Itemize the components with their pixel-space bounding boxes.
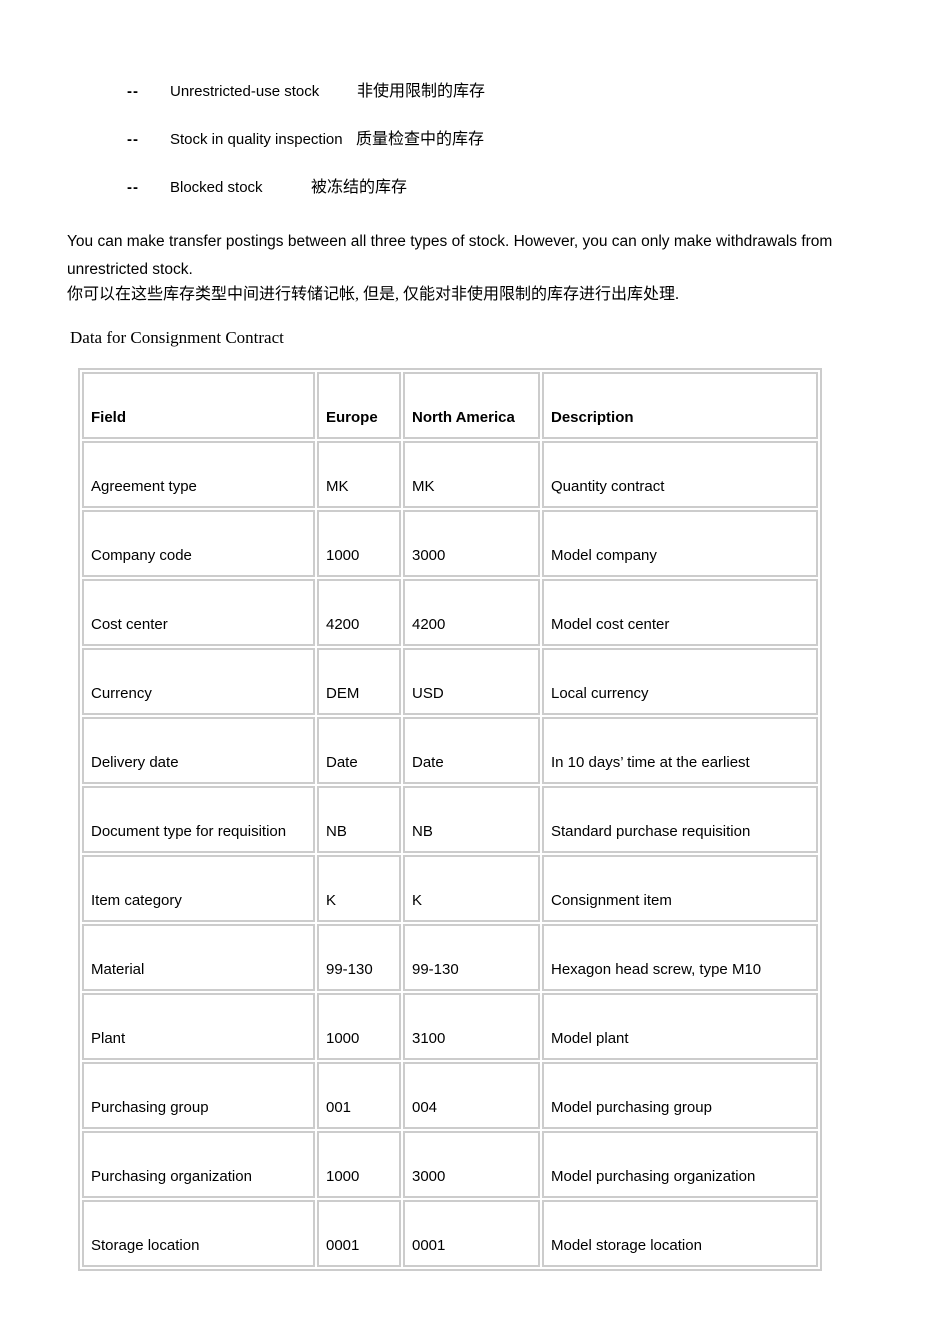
table-cell: 99-130 <box>403 924 540 991</box>
stock-type-label: Stock in quality inspection <box>170 131 343 148</box>
table-row: Cost center 4200 4200 Model cost center <box>82 579 818 646</box>
stock-type-label-chinese: 被冻结的库存 <box>311 179 408 196</box>
table-cell: Model plant <box>542 993 818 1060</box>
table-cell: Document type for requisition <box>82 786 315 853</box>
stock-type-label: Unrestricted-use stock <box>170 83 320 100</box>
table-cell: Cost center <box>82 579 315 646</box>
table-row: Storage location 0001 0001 Model storage lo… <box>82 1200 818 1267</box>
table-cell: 1000 <box>317 1131 401 1198</box>
table-cell: Standard purchase requisition <box>542 786 818 853</box>
table-cell: Quantity contract <box>542 441 818 508</box>
table-row: Company code 1000 3000 Model company <box>82 510 818 577</box>
table-cell: Delivery date <box>82 717 315 784</box>
table-cell: Model cost center <box>542 579 818 646</box>
table-cell: 3000 <box>403 1131 540 1198</box>
table-cell: 99-130 <box>317 924 401 991</box>
stock-type-label-chinese: 质量检查中的库存 <box>356 131 485 148</box>
paragraph-english: You can make transfer postings between a… <box>67 233 833 278</box>
table-cell: 004 <box>403 1062 540 1129</box>
table-cell: Local currency <box>542 648 818 715</box>
table-row: Currency DEM USD Local currency <box>82 648 818 715</box>
table-cell: Model storage location <box>542 1200 818 1267</box>
table-cell: 0001 <box>403 1200 540 1267</box>
table-cell: Company code <box>82 510 315 577</box>
table-cell: Purchasing group <box>82 1062 315 1129</box>
stock-type-label-chinese: 非使用限制的库存 <box>357 83 486 100</box>
table-cell: USD <box>403 648 540 715</box>
table-cell: Consignment item <box>542 855 818 922</box>
table-cell: 4200 <box>403 579 540 646</box>
table-row: Agreement type MK MK Quantity contract <box>82 441 818 508</box>
column-header: North America <box>403 372 540 439</box>
stock-type-item: -- Blocked stock 被冻结的库存 <box>127 180 950 196</box>
column-header: Europe <box>317 372 401 439</box>
table-cell: 4200 <box>317 579 401 646</box>
table-cell: Date <box>403 717 540 784</box>
paragraph-chinese: 你可以在这些库存类型中间进行转储记帐, 但是, 仅能对非使用限制的库存进行出库处… <box>67 286 680 303</box>
consignment-table-container: Field Europe North America Description Agree… <box>78 368 950 1271</box>
dash-bullet: -- <box>127 83 139 100</box>
table-cell: 3000 <box>403 510 540 577</box>
table-row: Plant 1000 3100 Model plant <box>82 993 818 1060</box>
table-cell: In 10 days’ time at the earliest <box>542 717 818 784</box>
table-cell: Purchasing organization <box>82 1131 315 1198</box>
table-row: Purchasing organization 1000 3000 Model pur… <box>82 1131 818 1198</box>
table-cell: Model purchasing group <box>542 1062 818 1129</box>
consignment-contract-table: Field Europe North America Description Agree… <box>78 368 822 1271</box>
table-cell: 0001 <box>317 1200 401 1267</box>
table-cell: K <box>317 855 401 922</box>
dash-bullet: -- <box>127 131 139 148</box>
table-cell: MK <box>403 441 540 508</box>
document-page: -- Unrestricted-use stock 非使用限制的库存 -- Stock … <box>0 84 950 1344</box>
table-cell: 1000 <box>317 993 401 1060</box>
table-cell: DEM <box>317 648 401 715</box>
table-row: Purchasing group 001 004 Model purchasing g… <box>82 1062 818 1129</box>
column-header: Field <box>82 372 315 439</box>
table-cell: 001 <box>317 1062 401 1129</box>
table-cell: 3100 <box>403 993 540 1060</box>
table-cell: NB <box>403 786 540 853</box>
table-row: Document type for requisition NB NB Standar… <box>82 786 818 853</box>
table-cell: K <box>403 855 540 922</box>
section-title: Data for Consignment Contract <box>70 328 284 347</box>
table-cell: 1000 <box>317 510 401 577</box>
table-cell: Date <box>317 717 401 784</box>
table-cell: Model purchasing organization <box>542 1131 818 1198</box>
table-cell: Item category <box>82 855 315 922</box>
table-cell: Material <box>82 924 315 991</box>
table-row: Item category K K Consignment item <box>82 855 818 922</box>
table-header-row: Field Europe North America Description <box>82 372 818 439</box>
table-row: Material 99-130 99-130 Hexagon head screw, … <box>82 924 818 991</box>
table-row: Delivery date Date Date In 10 days’ time at… <box>82 717 818 784</box>
stock-type-label: Blocked stock <box>170 179 263 196</box>
stock-type-item: -- Unrestricted-use stock 非使用限制的库存 <box>127 84 950 100</box>
table-cell: MK <box>317 441 401 508</box>
dash-bullet: -- <box>127 179 139 196</box>
table-cell: Currency <box>82 648 315 715</box>
table-cell: Storage location <box>82 1200 315 1267</box>
table-cell: Model company <box>542 510 818 577</box>
table-cell: Hexagon head screw, type M10 <box>542 924 818 991</box>
table-cell: NB <box>317 786 401 853</box>
table-cell: Plant <box>82 993 315 1060</box>
column-header: Description <box>542 372 818 439</box>
stock-type-list: -- Unrestricted-use stock 非使用限制的库存 -- Stock … <box>0 84 950 196</box>
table-cell: Agreement type <box>82 441 315 508</box>
stock-type-item: -- Stock in quality inspection 质量检查中的库存 <box>127 132 950 148</box>
